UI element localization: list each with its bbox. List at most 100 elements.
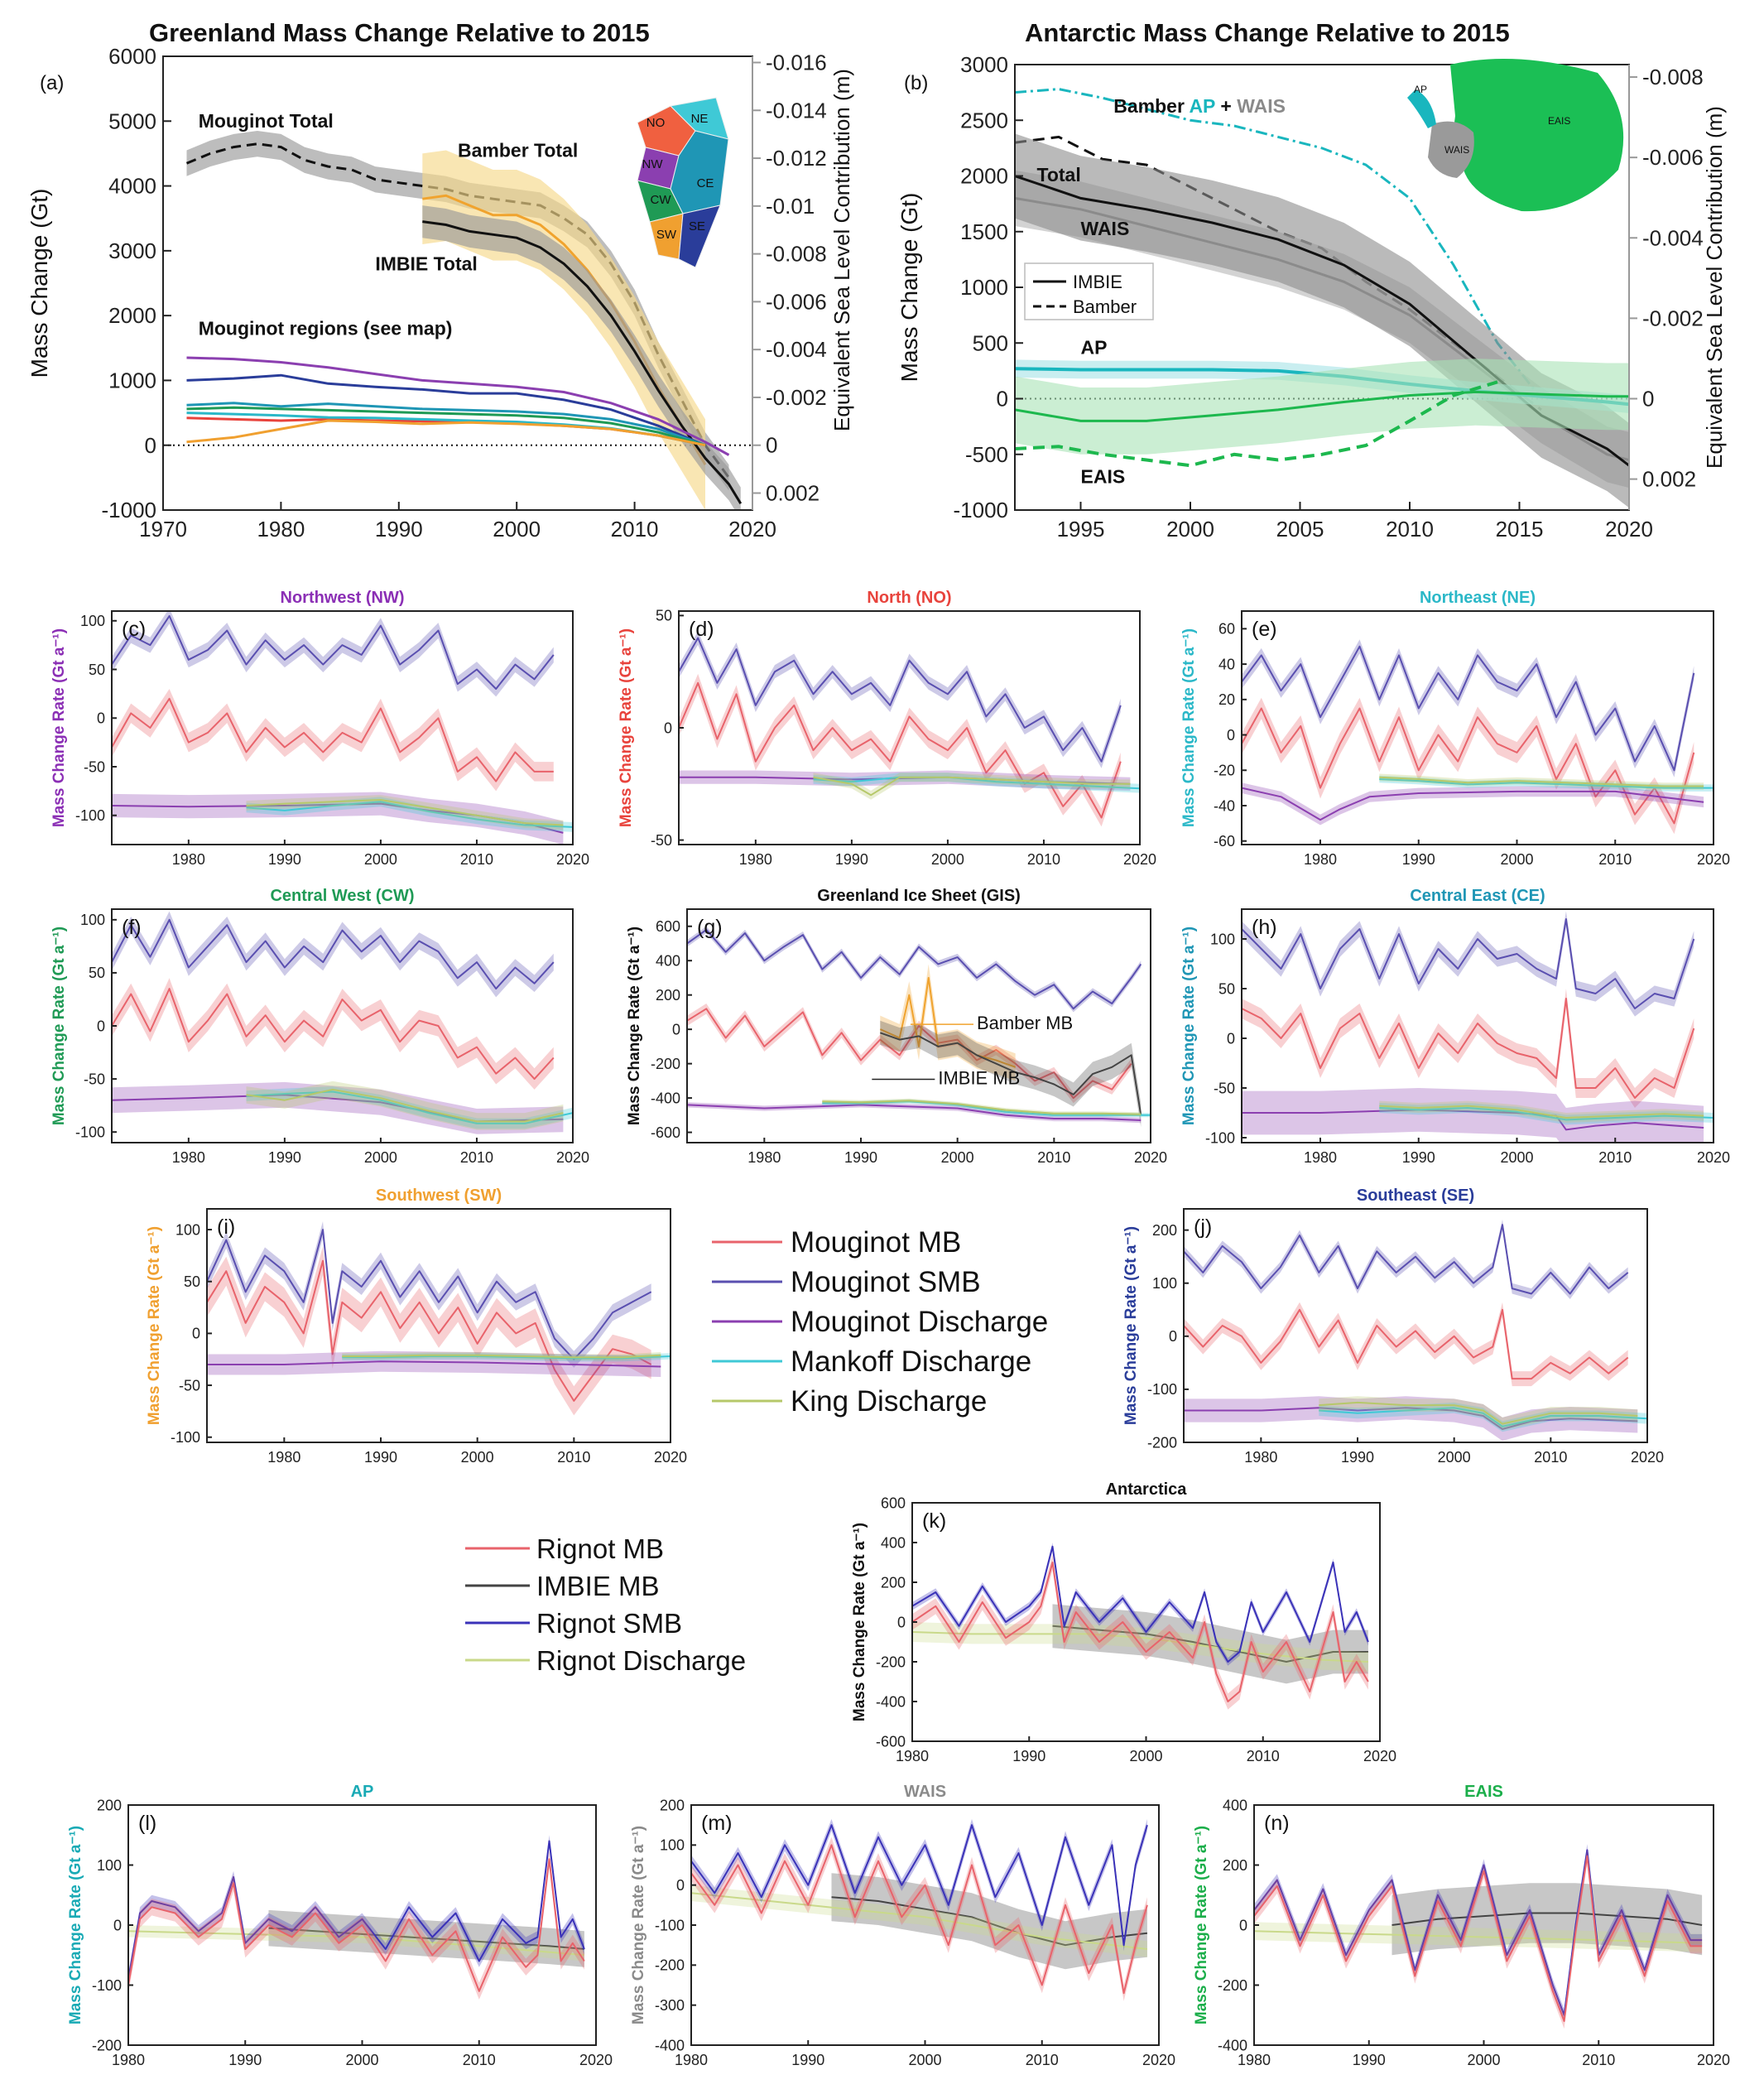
uncertainty-band <box>1052 1604 1368 1684</box>
series-line <box>879 1032 1142 1115</box>
x-tick-label: 1990 <box>1353 2052 1386 2068</box>
x-tick-label: 1990 <box>1341 1449 1374 1466</box>
panel-label: (m) <box>701 1812 732 1835</box>
y2-tick-label: -0.002 <box>1642 306 1704 330</box>
chart-title: Antarctica <box>1106 1480 1188 1499</box>
y-axis-label: Mass Change Rate (Gt a⁻¹) <box>67 1826 84 2024</box>
series-king-discharge <box>246 1081 564 1130</box>
series-line <box>1254 1855 1703 2022</box>
y-tick-label: 1000 <box>108 368 156 393</box>
map-label: SW <box>656 228 677 242</box>
series-line <box>1379 1105 1704 1119</box>
series-rignot-smb <box>691 1818 1148 1952</box>
y2-tick-label: -0.016 <box>766 51 827 75</box>
plot-area-k <box>912 1543 1369 1710</box>
plot-area-n <box>1254 1844 1703 2029</box>
legend-antarctic: Rignot MB IMBIE MB Rignot SMB Rignot Discha… <box>465 1533 746 1676</box>
y-tick-label: 2000 <box>108 303 156 328</box>
series-rignot-discharge <box>912 1622 1368 1672</box>
annotation-label: IMBIE Total <box>375 253 478 274</box>
map-region <box>678 205 721 268</box>
y-tick-label: 6000 <box>108 44 156 69</box>
y-tick-label: 50 <box>1218 980 1235 997</box>
y2-tick-label: 0 <box>1642 387 1654 412</box>
y-tick-label: 0 <box>897 1614 906 1630</box>
x-tick-label: 2010 <box>611 517 659 542</box>
y2-tick-label: -0.012 <box>766 146 827 171</box>
uncertainty-band <box>207 1221 651 1368</box>
axes-frame <box>1241 610 1714 845</box>
annotation-label: Mouginot Total <box>199 110 334 132</box>
series-mouginot-mb <box>1184 1302 1629 1387</box>
y-tick-label: -200 <box>92 2037 122 2053</box>
map-label: NW <box>642 157 664 171</box>
series-line <box>1379 778 1714 789</box>
series-line <box>246 799 564 826</box>
series-mankoff-discharge <box>246 797 573 832</box>
uncertainty-band <box>1184 1219 1628 1299</box>
uncertainty-band <box>679 770 1131 791</box>
series-imbie-mb <box>268 1909 584 1967</box>
series-line <box>831 1896 1148 1947</box>
series-line <box>186 406 706 447</box>
x-tick-label: 1980 <box>747 1149 781 1166</box>
y-tick-label: -1000 <box>954 498 1009 522</box>
y-tick-label: 200 <box>97 1797 122 1813</box>
uncertainty-band <box>1242 697 1694 835</box>
x-tick-label: 2020 <box>1123 851 1156 868</box>
chart-title: Greenland Ice Sheet (GIS) <box>817 887 1021 905</box>
y-tick-label: 4000 <box>108 174 156 199</box>
series-line <box>112 988 555 1081</box>
x-tick-label: 2010 <box>463 2052 496 2068</box>
x-tick-label: 1990 <box>375 517 423 542</box>
series-mouginot-discharge <box>1242 782 1704 826</box>
uncertainty-band <box>112 1081 564 1134</box>
legend-label: Mouginot Discharge <box>791 1306 1048 1338</box>
x-tick-label: 2020 <box>1631 1449 1664 1466</box>
series-line <box>679 681 1122 819</box>
series-bamber-ap-wais <box>1015 88 1543 400</box>
y-tick-label: 3000 <box>108 238 156 263</box>
y-axis-label: Mass Change (Gt) <box>26 189 52 378</box>
y-tick-label: 100 <box>97 1857 122 1874</box>
y-tick-label: 600 <box>656 918 680 935</box>
series-line <box>112 697 554 782</box>
series-line <box>186 356 730 456</box>
x-tick-label: 2000 <box>345 2052 378 2068</box>
series-mouginot-mb <box>679 673 1122 827</box>
x-tick-label: 1980 <box>257 517 305 542</box>
panel-label: (n) <box>1264 1812 1290 1835</box>
uncertainty-band <box>691 1836 1147 2001</box>
x-tick-label: 2020 <box>654 1449 687 1466</box>
series-line <box>1015 380 1498 468</box>
series-mouginot-smb <box>687 926 1142 1013</box>
y2-tick-label: -0.006 <box>1642 145 1704 170</box>
y2-axis-label: Equivalent Sea Level Contribution (m) <box>1702 106 1727 469</box>
y-tick-label: -50 <box>1214 1080 1235 1096</box>
map-label: CW <box>651 193 672 207</box>
series-mouginot-mb <box>207 1246 652 1416</box>
plot-area-f <box>112 911 573 1134</box>
panel-label: (f) <box>122 916 142 939</box>
panel-label: (j) <box>1194 1215 1212 1239</box>
map-label: EAIS <box>1548 115 1570 127</box>
y2-tick-label: -0.006 <box>766 289 827 314</box>
y-tick-label: -20 <box>1214 763 1235 779</box>
series-line <box>1319 1401 1638 1425</box>
y-tick-label: -400 <box>651 1090 680 1106</box>
series-line <box>207 1360 661 1368</box>
y-tick-label: 0 <box>672 1021 680 1037</box>
series-bamber-eais <box>1015 380 1498 468</box>
series-line <box>1379 1107 1714 1121</box>
x-tick-label: 2010 <box>1582 2052 1615 2068</box>
y-tick-label: 200 <box>1223 1857 1247 1874</box>
annotation-label: WAIS <box>1081 218 1130 239</box>
plot-area-j <box>1184 1219 1647 1442</box>
series-mouginot-discharge <box>687 1102 1142 1124</box>
greenland-map: NO NE NW CW CE SW SE <box>637 97 729 268</box>
series-bamber-mb <box>879 964 1017 1081</box>
y2-tick-label: -0.008 <box>1642 65 1704 89</box>
y-tick-label: -400 <box>876 1693 906 1710</box>
series-region <box>186 373 706 447</box>
y-tick-label: 0 <box>676 1877 685 1894</box>
